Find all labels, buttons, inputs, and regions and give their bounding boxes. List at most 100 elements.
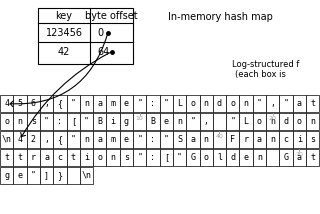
- Bar: [160, 113, 173, 130]
- Bar: [0, 131, 13, 148]
- Bar: [120, 149, 133, 166]
- Text: key: key: [55, 10, 73, 21]
- Text: 40: 40: [215, 134, 223, 139]
- Text: 42: 42: [58, 46, 70, 56]
- Bar: [279, 95, 292, 112]
- Text: o: o: [230, 99, 235, 108]
- Text: }: }: [57, 171, 62, 180]
- Text: [: [: [71, 117, 76, 126]
- Bar: [67, 167, 80, 184]
- Text: e: e: [164, 117, 169, 126]
- Bar: [93, 113, 106, 130]
- Bar: [292, 149, 306, 166]
- Text: o: o: [204, 153, 209, 162]
- Text: 2: 2: [31, 135, 36, 144]
- Text: o: o: [97, 153, 102, 162]
- Text: g: g: [124, 117, 129, 126]
- Bar: [146, 131, 160, 148]
- Bar: [53, 113, 67, 130]
- Text: ": ": [284, 99, 288, 108]
- Text: d: d: [284, 117, 288, 126]
- Bar: [199, 131, 213, 148]
- Bar: [40, 113, 53, 130]
- Bar: [13, 113, 27, 130]
- Bar: [106, 149, 120, 166]
- Bar: [226, 113, 239, 130]
- Bar: [306, 149, 319, 166]
- Bar: [13, 131, 27, 148]
- Text: [: [: [164, 153, 169, 162]
- Bar: [80, 167, 93, 184]
- Bar: [213, 149, 226, 166]
- Text: ,: ,: [44, 99, 49, 108]
- Text: m: m: [110, 99, 116, 108]
- Text: L: L: [177, 99, 182, 108]
- Text: e: e: [124, 135, 129, 144]
- Text: n: n: [84, 135, 89, 144]
- Text: a: a: [297, 153, 302, 162]
- Bar: [199, 113, 213, 130]
- Text: s: s: [31, 117, 36, 126]
- Text: G: G: [190, 153, 195, 162]
- Bar: [53, 131, 67, 148]
- Text: i: i: [84, 153, 89, 162]
- Bar: [133, 131, 146, 148]
- Text: e: e: [124, 99, 129, 108]
- Text: ": ": [177, 153, 182, 162]
- Bar: [40, 149, 53, 166]
- Bar: [266, 149, 279, 166]
- Bar: [93, 131, 106, 148]
- Bar: [253, 95, 266, 112]
- Bar: [292, 131, 306, 148]
- Text: t: t: [310, 99, 315, 108]
- Text: n: n: [84, 99, 89, 108]
- Text: ": ": [164, 135, 169, 144]
- Text: ": ": [137, 153, 142, 162]
- Bar: [292, 113, 306, 130]
- Bar: [226, 95, 239, 112]
- Bar: [0, 113, 13, 130]
- Text: n: n: [270, 135, 275, 144]
- Bar: [213, 95, 226, 112]
- Text: o: o: [190, 99, 195, 108]
- Text: Log-structured f: Log-structured f: [232, 60, 300, 69]
- Text: 5: 5: [18, 99, 22, 108]
- Text: e: e: [18, 171, 22, 180]
- Text: d: d: [230, 153, 235, 162]
- Text: n: n: [177, 117, 182, 126]
- Text: n: n: [204, 135, 209, 144]
- Text: ": ": [230, 117, 235, 126]
- Bar: [226, 131, 239, 148]
- Bar: [186, 95, 199, 112]
- Bar: [93, 95, 106, 112]
- Bar: [27, 149, 40, 166]
- Text: a: a: [297, 99, 302, 108]
- Bar: [27, 131, 40, 148]
- Text: r: r: [244, 135, 249, 144]
- Bar: [93, 149, 106, 166]
- Text: r: r: [31, 153, 36, 162]
- Text: t: t: [4, 153, 9, 162]
- Text: S: S: [177, 135, 182, 144]
- Bar: [199, 149, 213, 166]
- Bar: [306, 113, 319, 130]
- Bar: [67, 113, 80, 130]
- Text: a: a: [190, 135, 195, 144]
- Text: ": ": [31, 171, 36, 180]
- Text: i: i: [297, 135, 302, 144]
- Text: o: o: [297, 117, 302, 126]
- Text: e: e: [244, 153, 249, 162]
- Text: F: F: [230, 135, 235, 144]
- Text: ": ": [71, 99, 76, 108]
- Bar: [213, 113, 226, 130]
- Bar: [146, 95, 160, 112]
- Text: t: t: [310, 153, 315, 162]
- Text: 123456: 123456: [45, 28, 83, 37]
- Text: s: s: [310, 135, 315, 144]
- Text: B: B: [97, 117, 102, 126]
- Bar: [186, 131, 199, 148]
- Bar: [160, 131, 173, 148]
- Bar: [27, 95, 40, 112]
- Text: 70: 70: [295, 152, 303, 157]
- Text: B: B: [150, 117, 156, 126]
